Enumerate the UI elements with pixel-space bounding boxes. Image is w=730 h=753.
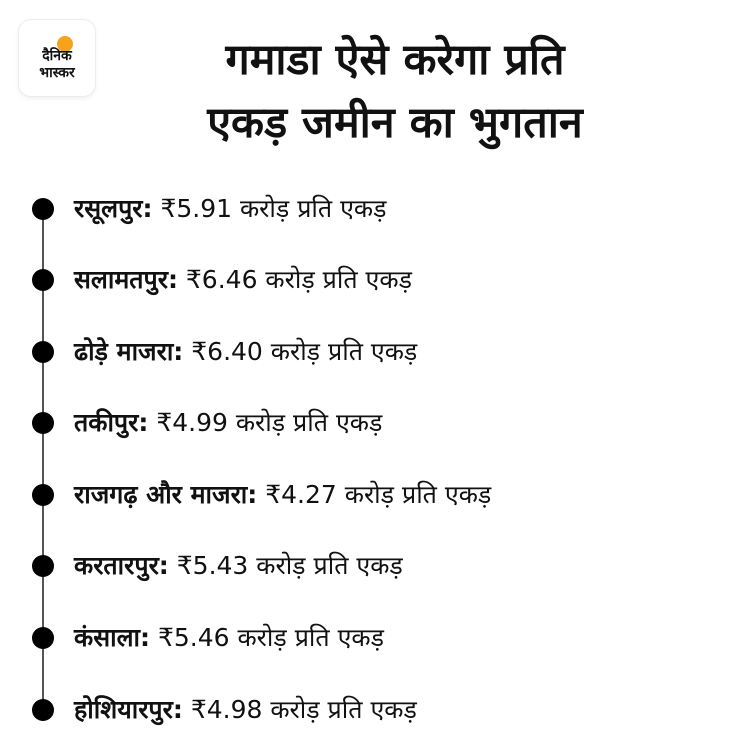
rate-value: ₹4.99 करोड़ प्रति एकड़ [156, 408, 383, 437]
bullet-dot [32, 555, 54, 577]
list-item: राजगढ़ और माजरा: ₹4.27 करोड़ प्रति एकड़ [32, 475, 491, 515]
place-name: करतारपुर: [74, 551, 169, 580]
list-item: होशियारपुर: ₹4.98 करोड़ प्रति एकड़ [32, 690, 417, 730]
bullet-dot [32, 341, 54, 363]
bullet-dot [32, 699, 54, 721]
list-item: सलामतपुर: ₹6.46 करोड़ प्रति एकड़ [32, 260, 412, 300]
bullet-dot [32, 412, 54, 434]
place-name: कंसाला: [74, 623, 150, 652]
place-name: तकीपुर: [74, 408, 149, 437]
page-title-line-2: एकड़ जमीन का भुगतान [207, 98, 583, 148]
bullet-dot [32, 484, 54, 506]
place-name: सलामतपुर: [74, 265, 178, 294]
place-name: रसूलपुर: [74, 194, 153, 223]
place-name: राजगढ़ और माजरा: [74, 480, 258, 509]
rate-value: ₹6.46 करोड़ प्रति एकड़ [185, 265, 412, 294]
bullet-dot [32, 269, 54, 291]
sun-icon [57, 36, 73, 52]
bullet-dot [32, 198, 54, 220]
list-item: करतारपुर: ₹5.43 करोड़ प्रति एकड़ [32, 546, 403, 586]
page-title-line-1: गमाडा ऐसे करेगा प्रति [225, 35, 565, 85]
place-name: होशियारपुर: [74, 695, 183, 724]
rate-value: ₹5.46 करोड़ प्रति एकड़ [157, 623, 384, 652]
list-item: कंसाला: ₹5.46 करोड़ प्रति एकड़ [32, 618, 384, 658]
logo-line-2: भास्कर [39, 65, 75, 81]
place-name: ढोड़े माजरा: [74, 337, 184, 366]
list-item: तकीपुर: ₹4.99 करोड़ प्रति एकड़ [32, 403, 382, 443]
rate-value: ₹6.40 करोड़ प्रति एकड़ [191, 337, 418, 366]
rate-value: ₹5.91 करोड़ प्रति एकड़ [160, 194, 387, 223]
dainik-bhaskar-logo: दैनिक भास्कर [19, 20, 95, 96]
logo-line-1: दैनिक [42, 48, 72, 64]
timeline-line [42, 208, 44, 713]
bullet-dot [32, 627, 54, 649]
list-item: ढोड़े माजरा: ₹6.40 करोड़ प्रति एकड़ [32, 332, 417, 372]
rate-value: ₹4.98 करोड़ प्रति एकड़ [190, 695, 417, 724]
rate-value: ₹4.27 करोड़ प्रति एकड़ [265, 480, 492, 509]
list-item: रसूलपुर: ₹5.91 करोड़ प्रति एकड़ [32, 189, 387, 229]
rate-value: ₹5.43 करोड़ प्रति एकड़ [176, 551, 403, 580]
